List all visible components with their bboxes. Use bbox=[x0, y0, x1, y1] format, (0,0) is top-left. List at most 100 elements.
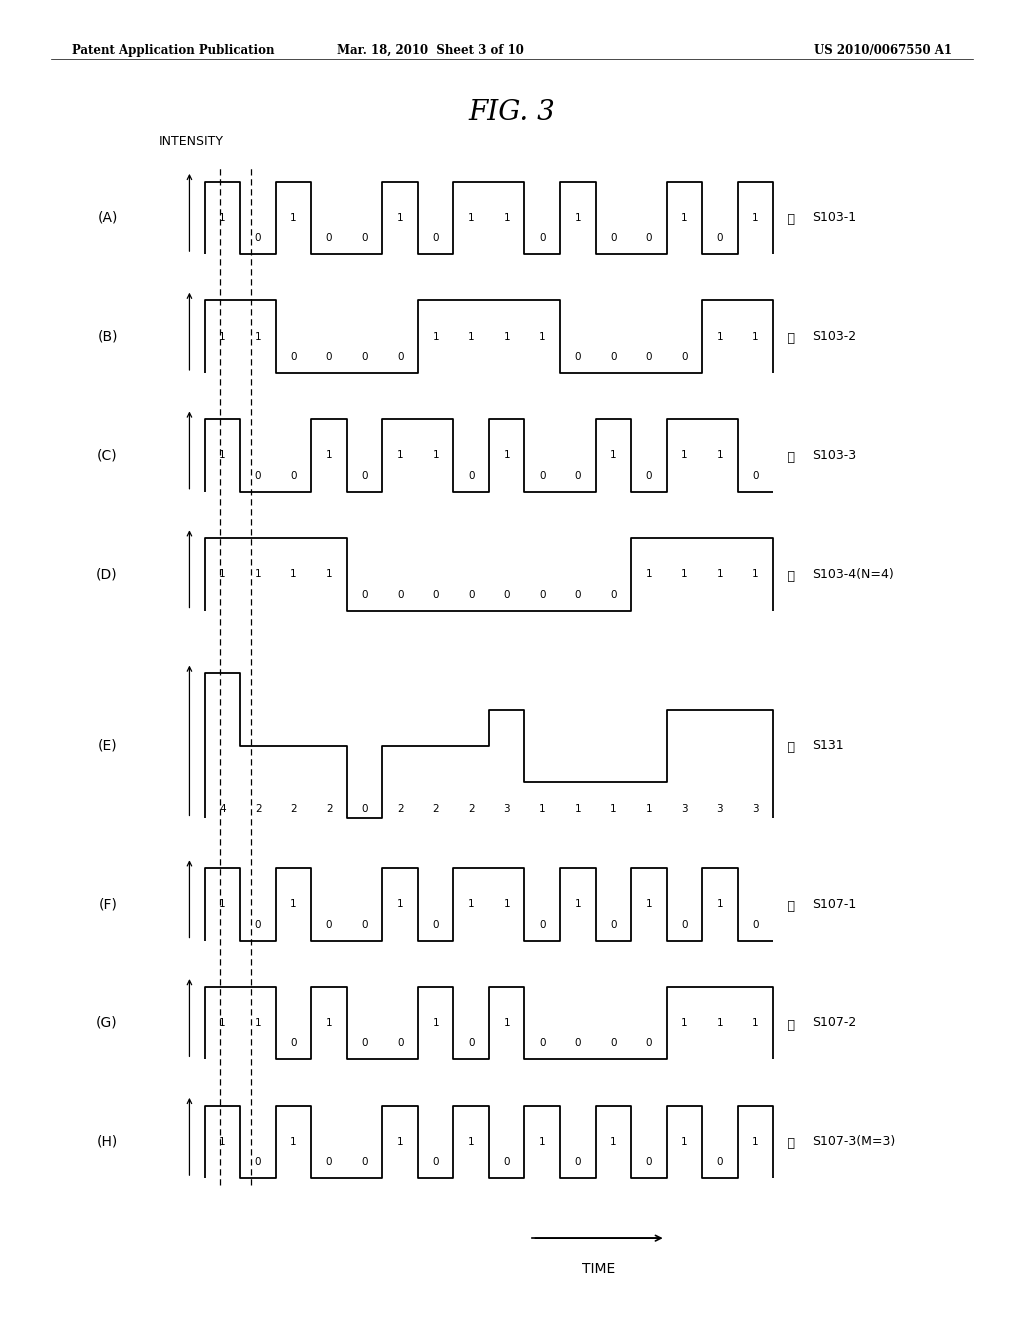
Text: TIME: TIME bbox=[583, 1262, 615, 1276]
Text: 1: 1 bbox=[610, 804, 616, 814]
Text: 0: 0 bbox=[432, 920, 439, 929]
Text: 0: 0 bbox=[326, 352, 333, 362]
Text: 1: 1 bbox=[504, 450, 510, 461]
Text: 1: 1 bbox=[681, 1018, 688, 1028]
Text: 1: 1 bbox=[681, 213, 688, 223]
Text: 0: 0 bbox=[326, 1158, 333, 1167]
Text: 1: 1 bbox=[681, 1137, 688, 1147]
Text: ⤵: ⤵ bbox=[786, 739, 794, 752]
Text: 2: 2 bbox=[290, 804, 297, 814]
Text: ⤵: ⤵ bbox=[786, 330, 794, 343]
Text: 0: 0 bbox=[610, 1039, 616, 1048]
Text: 0: 0 bbox=[539, 471, 546, 480]
Text: S103-1: S103-1 bbox=[812, 211, 856, 224]
Text: 1: 1 bbox=[504, 213, 510, 223]
Text: 0: 0 bbox=[326, 234, 333, 243]
Text: 0: 0 bbox=[610, 352, 616, 362]
Text: 1: 1 bbox=[717, 331, 723, 342]
Text: 0: 0 bbox=[361, 352, 368, 362]
Text: 0: 0 bbox=[291, 1039, 297, 1048]
Text: 1: 1 bbox=[397, 213, 403, 223]
Text: 1: 1 bbox=[290, 569, 297, 579]
Text: 2: 2 bbox=[326, 804, 333, 814]
Text: (A): (A) bbox=[97, 211, 118, 224]
Text: 0: 0 bbox=[397, 1039, 403, 1048]
Text: 0: 0 bbox=[645, 1158, 652, 1167]
Text: INTENSITY: INTENSITY bbox=[159, 135, 223, 148]
Text: 0: 0 bbox=[255, 471, 261, 480]
Text: 1: 1 bbox=[432, 1018, 439, 1028]
Text: 0: 0 bbox=[255, 920, 261, 929]
Text: 1: 1 bbox=[326, 450, 333, 461]
Text: 0: 0 bbox=[681, 920, 687, 929]
Text: 0: 0 bbox=[574, 471, 581, 480]
Text: 0: 0 bbox=[291, 352, 297, 362]
Text: (F): (F) bbox=[99, 898, 118, 911]
Text: 1: 1 bbox=[219, 331, 226, 342]
Text: 0: 0 bbox=[326, 920, 333, 929]
Text: 1: 1 bbox=[432, 450, 439, 461]
Text: 3: 3 bbox=[717, 804, 723, 814]
Text: 1: 1 bbox=[717, 1018, 723, 1028]
Text: S107-2: S107-2 bbox=[812, 1016, 856, 1030]
Text: 1: 1 bbox=[468, 331, 474, 342]
Text: 1: 1 bbox=[290, 213, 297, 223]
Text: 0: 0 bbox=[504, 1158, 510, 1167]
Text: 1: 1 bbox=[717, 569, 723, 579]
Text: ⤵: ⤵ bbox=[786, 568, 794, 581]
Text: 1: 1 bbox=[645, 899, 652, 909]
Text: Mar. 18, 2010  Sheet 3 of 10: Mar. 18, 2010 Sheet 3 of 10 bbox=[337, 44, 523, 57]
Text: 0: 0 bbox=[468, 471, 474, 480]
Text: 1: 1 bbox=[681, 450, 688, 461]
Text: 1: 1 bbox=[397, 899, 403, 909]
Text: 1: 1 bbox=[610, 450, 616, 461]
Text: 1: 1 bbox=[504, 899, 510, 909]
Text: 0: 0 bbox=[397, 590, 403, 599]
Text: 1: 1 bbox=[574, 804, 581, 814]
Text: 0: 0 bbox=[504, 590, 510, 599]
Text: 3: 3 bbox=[504, 804, 510, 814]
Text: 1: 1 bbox=[468, 899, 474, 909]
Text: S131: S131 bbox=[812, 739, 844, 752]
Text: (B): (B) bbox=[97, 330, 118, 343]
Text: 0: 0 bbox=[681, 352, 687, 362]
Text: 0: 0 bbox=[645, 234, 652, 243]
Text: ⤵: ⤵ bbox=[786, 1135, 794, 1148]
Text: 1: 1 bbox=[681, 569, 688, 579]
Text: 1: 1 bbox=[539, 1137, 546, 1147]
Text: 1: 1 bbox=[432, 331, 439, 342]
Text: 1: 1 bbox=[397, 450, 403, 461]
Text: US 2010/0067550 A1: US 2010/0067550 A1 bbox=[814, 44, 952, 57]
Text: 0: 0 bbox=[574, 1039, 581, 1048]
Text: 1: 1 bbox=[504, 1018, 510, 1028]
Text: 1: 1 bbox=[290, 1137, 297, 1147]
Text: 1: 1 bbox=[468, 1137, 474, 1147]
Text: 0: 0 bbox=[397, 352, 403, 362]
Text: 3: 3 bbox=[681, 804, 688, 814]
Text: (H): (H) bbox=[96, 1135, 118, 1148]
Text: 1: 1 bbox=[290, 899, 297, 909]
Text: 1: 1 bbox=[219, 213, 226, 223]
Text: (G): (G) bbox=[96, 1016, 118, 1030]
Text: 0: 0 bbox=[468, 1039, 474, 1048]
Text: 1: 1 bbox=[326, 1018, 333, 1028]
Text: FIG. 3: FIG. 3 bbox=[469, 99, 555, 125]
Text: (E): (E) bbox=[98, 739, 118, 752]
Text: 1: 1 bbox=[219, 1137, 226, 1147]
Text: 0: 0 bbox=[361, 804, 368, 814]
Text: 1: 1 bbox=[574, 213, 581, 223]
Text: 1: 1 bbox=[255, 569, 261, 579]
Text: 1: 1 bbox=[717, 899, 723, 909]
Text: S107-3(M=3): S107-3(M=3) bbox=[812, 1135, 895, 1148]
Text: 4: 4 bbox=[219, 804, 226, 814]
Text: 0: 0 bbox=[610, 920, 616, 929]
Text: 0: 0 bbox=[539, 1039, 546, 1048]
Text: S107-1: S107-1 bbox=[812, 898, 856, 911]
Text: 1: 1 bbox=[752, 1137, 759, 1147]
Text: 0: 0 bbox=[361, 471, 368, 480]
Text: 1: 1 bbox=[645, 804, 652, 814]
Text: ⤵: ⤵ bbox=[786, 1016, 794, 1030]
Text: (D): (D) bbox=[96, 568, 118, 581]
Text: 0: 0 bbox=[610, 590, 616, 599]
Text: S103-3: S103-3 bbox=[812, 449, 856, 462]
